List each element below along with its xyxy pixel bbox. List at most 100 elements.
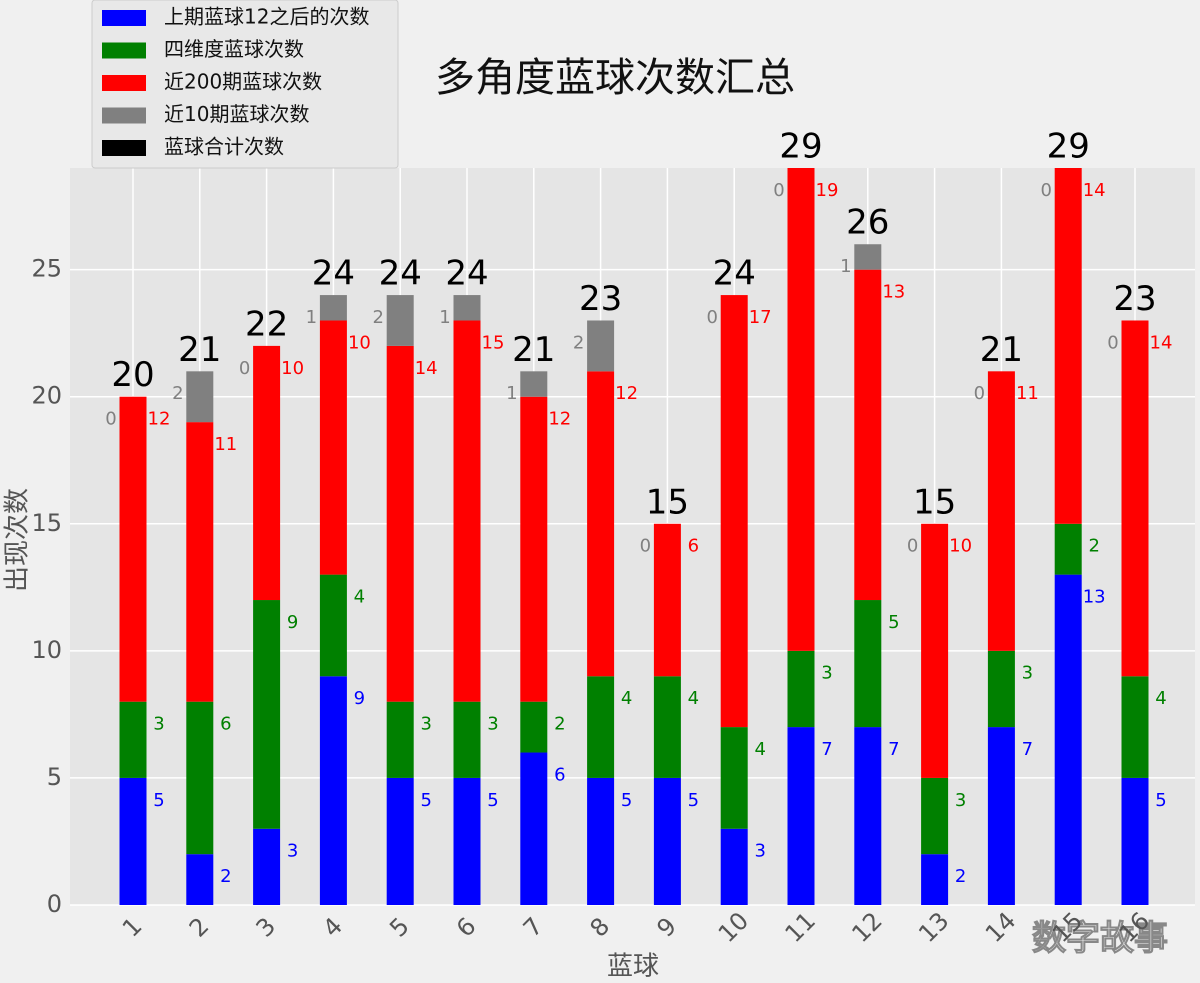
bar-segment	[186, 422, 214, 702]
total-label: 29	[779, 127, 822, 167]
total-label: 21	[178, 330, 221, 370]
value-label: 3	[754, 841, 765, 862]
value-label: 14	[415, 358, 438, 379]
y-tick-label: 25	[31, 255, 62, 283]
value-label: 4	[688, 688, 699, 709]
bar-segment	[1121, 676, 1149, 778]
chart-title: 多角度蓝球次数汇总	[435, 55, 795, 101]
value-label: 15	[482, 332, 505, 353]
value-label: 0	[773, 180, 784, 201]
bar-segment	[186, 371, 214, 423]
bar-segment	[319, 574, 347, 677]
legend-swatch	[102, 75, 146, 91]
value-label: 0	[706, 307, 717, 328]
value-label: 3	[955, 790, 966, 811]
value-label: 7	[1022, 739, 1033, 760]
value-label: 3	[287, 841, 298, 862]
bar-segment	[720, 727, 748, 829]
bar-segment	[1121, 320, 1149, 677]
value-label: 19	[816, 180, 839, 201]
value-label: 0	[1040, 180, 1051, 201]
bar-segment	[921, 523, 949, 778]
value-label: 12	[148, 409, 171, 430]
total-label: 20	[111, 355, 154, 395]
y-tick-label: 5	[47, 763, 62, 791]
total-label: 24	[312, 254, 355, 294]
legend-label: 近10期蓝球次数	[164, 102, 309, 126]
bar-segment	[386, 345, 414, 702]
value-label: 0	[1107, 332, 1118, 353]
y-tick-label: 15	[31, 509, 62, 537]
value-label: 7	[888, 739, 899, 760]
value-label: 11	[214, 434, 237, 455]
bar-segment	[720, 828, 748, 905]
bar-segment	[1054, 168, 1082, 524]
value-label: 6	[554, 764, 565, 785]
value-label: 3	[420, 714, 431, 735]
value-label: 10	[949, 536, 972, 557]
value-label: 4	[621, 688, 632, 709]
bar-segment	[653, 676, 681, 778]
legend-label: 近200期蓝球次数	[164, 70, 322, 94]
y-tick-label: 10	[31, 636, 62, 664]
bar-segment	[453, 320, 481, 702]
total-label: 26	[846, 203, 889, 243]
value-label: 13	[1083, 586, 1106, 607]
value-label: 3	[153, 714, 164, 735]
value-label: 3	[821, 663, 832, 684]
value-label: 5	[420, 790, 431, 811]
total-label: 29	[1047, 127, 1090, 167]
bar-segment	[653, 777, 681, 905]
value-label: 2	[1088, 536, 1099, 557]
bar-segment	[587, 320, 615, 372]
value-label: 5	[487, 790, 498, 811]
value-label: 1	[439, 307, 450, 328]
bar-segment	[921, 854, 949, 905]
value-label: 3	[1022, 663, 1033, 684]
bar-segment	[319, 676, 347, 905]
value-label: 14	[1150, 332, 1173, 353]
value-label: 11	[1016, 383, 1039, 404]
watermark: 数字故事	[1032, 919, 1168, 959]
value-label: 6	[220, 714, 231, 735]
value-label: 0	[239, 358, 250, 379]
bar-segment	[453, 777, 481, 905]
legend-swatch	[102, 107, 146, 124]
total-label: 24	[445, 254, 488, 294]
total-label: 21	[980, 330, 1023, 370]
y-tick-label: 20	[31, 382, 62, 410]
value-label: 2	[573, 332, 584, 353]
total-label: 24	[713, 254, 756, 294]
value-label: 4	[1155, 688, 1166, 709]
bar-segment	[520, 396, 548, 702]
bar-segment	[987, 727, 1015, 905]
bar-segment	[1054, 574, 1082, 905]
bar-segment	[119, 777, 147, 905]
bar-segment	[1121, 777, 1149, 905]
bar-segment	[319, 320, 347, 575]
value-label: 0	[640, 536, 651, 557]
total-label: 15	[913, 482, 956, 522]
bars	[119, 168, 1149, 905]
bar-segment	[453, 701, 481, 778]
bar-segment	[854, 727, 882, 905]
value-label: 5	[621, 790, 632, 811]
value-label: 10	[348, 332, 371, 353]
value-label: 9	[354, 688, 365, 709]
legend-label: 上期蓝球12之后的次数	[164, 5, 369, 29]
total-label: 22	[245, 304, 288, 344]
value-label: 5	[153, 790, 164, 811]
bar-segment	[520, 701, 548, 753]
bar-segment	[987, 650, 1015, 728]
bar-segment	[319, 295, 347, 321]
value-label: 7	[821, 739, 832, 760]
bar-segment	[1054, 523, 1082, 575]
bar-segment	[720, 295, 748, 728]
total-label: 23	[579, 279, 622, 319]
value-label: 0	[974, 383, 985, 404]
bar-segment	[587, 777, 615, 905]
x-axis-label: 蓝球	[607, 952, 659, 982]
y-axis-label: 出现次数	[3, 488, 33, 592]
total-label: 15	[646, 482, 689, 522]
